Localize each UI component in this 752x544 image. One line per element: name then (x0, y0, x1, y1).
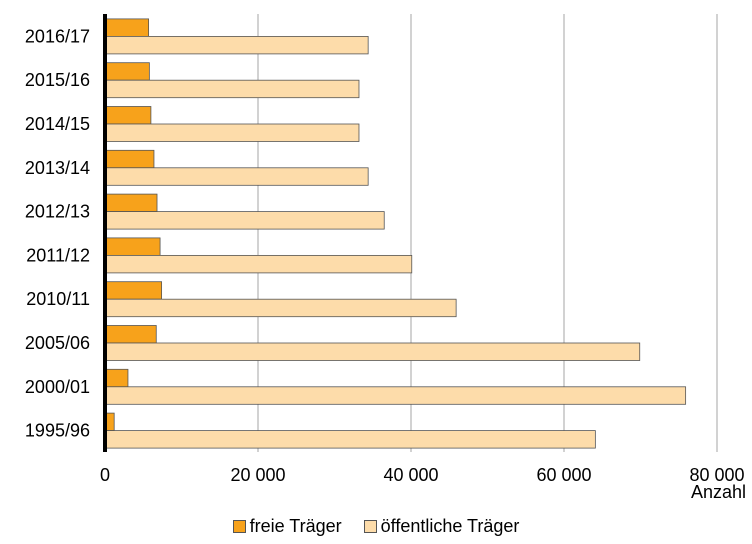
x-tick-label: 60 000 (536, 465, 591, 485)
legend-item-oeffentliche: öffentliche Träger (363, 516, 520, 537)
bar-oeffentliche-traeger (104, 167, 369, 186)
legend-label-oeffentliche: öffentliche Träger (380, 516, 520, 536)
y-tick-label: 2000/01 (25, 377, 90, 397)
x-tick-label: 80 000 (689, 465, 744, 485)
x-tick-label: 0 (100, 465, 110, 485)
bar-oeffentliche-traeger (104, 430, 596, 449)
x-axis-title: Anzahl (691, 482, 746, 502)
y-tick-label: 2015/16 (25, 70, 90, 90)
bar-oeffentliche-traeger (104, 342, 641, 361)
bar-freie-traeger (104, 106, 152, 125)
bar-freie-traeger (104, 193, 158, 213)
bar-freie-traeger (104, 149, 155, 169)
x-tick-label: 40 000 (383, 465, 438, 485)
bar-oeffentliche-traeger (104, 123, 360, 142)
gridlines (257, 14, 718, 452)
y-tick-label: 2005/06 (25, 333, 90, 353)
y-tick-label: 2014/15 (25, 114, 90, 134)
bar-freie-traeger (104, 237, 161, 256)
bar-freie-traeger (104, 62, 150, 81)
bar-oeffentliche-traeger (104, 36, 369, 55)
bar-freie-traeger (104, 281, 163, 300)
legend-swatch-freie (232, 520, 246, 533)
bar-oeffentliche-traeger (104, 79, 360, 99)
bars (104, 18, 687, 449)
y-tick-labels: 1995/96 2000/01 2005/06 2010/11 2011/12 2012/… (25, 26, 90, 440)
legend: freie Träger öffentliche Träger (0, 516, 752, 537)
bar-chart: 1995/96 2000/01 2005/06 2010/11 2011/12 2012/… (25, 14, 746, 502)
y-tick-label: 2013/14 (25, 158, 90, 178)
x-tick-label: 20 000 (230, 465, 285, 485)
bar-oeffentliche-traeger (104, 298, 457, 318)
bar-freie-traeger (104, 368, 129, 388)
bar-freie-traeger (104, 18, 150, 37)
y-tick-label: 1995/96 (25, 421, 90, 441)
bar-oeffentliche-traeger (104, 211, 385, 230)
legend-item-freie: freie Träger (232, 516, 342, 537)
legend-swatch-oeffentliche (363, 520, 377, 533)
y-tick-label: 2011/12 (26, 245, 90, 265)
y-tick-label: 2012/13 (25, 202, 90, 222)
bar-oeffentliche-traeger (104, 254, 413, 274)
y-tick-label: 2016/17 (25, 26, 90, 46)
bar-oeffentliche-traeger (104, 386, 687, 405)
x-tick-labels: 0 20 000 40 000 60 000 80 000 (100, 465, 745, 485)
y-tick-label: 2010/11 (26, 289, 90, 309)
legend-label-freie: freie Träger (249, 516, 342, 536)
bar-freie-traeger (104, 325, 157, 344)
